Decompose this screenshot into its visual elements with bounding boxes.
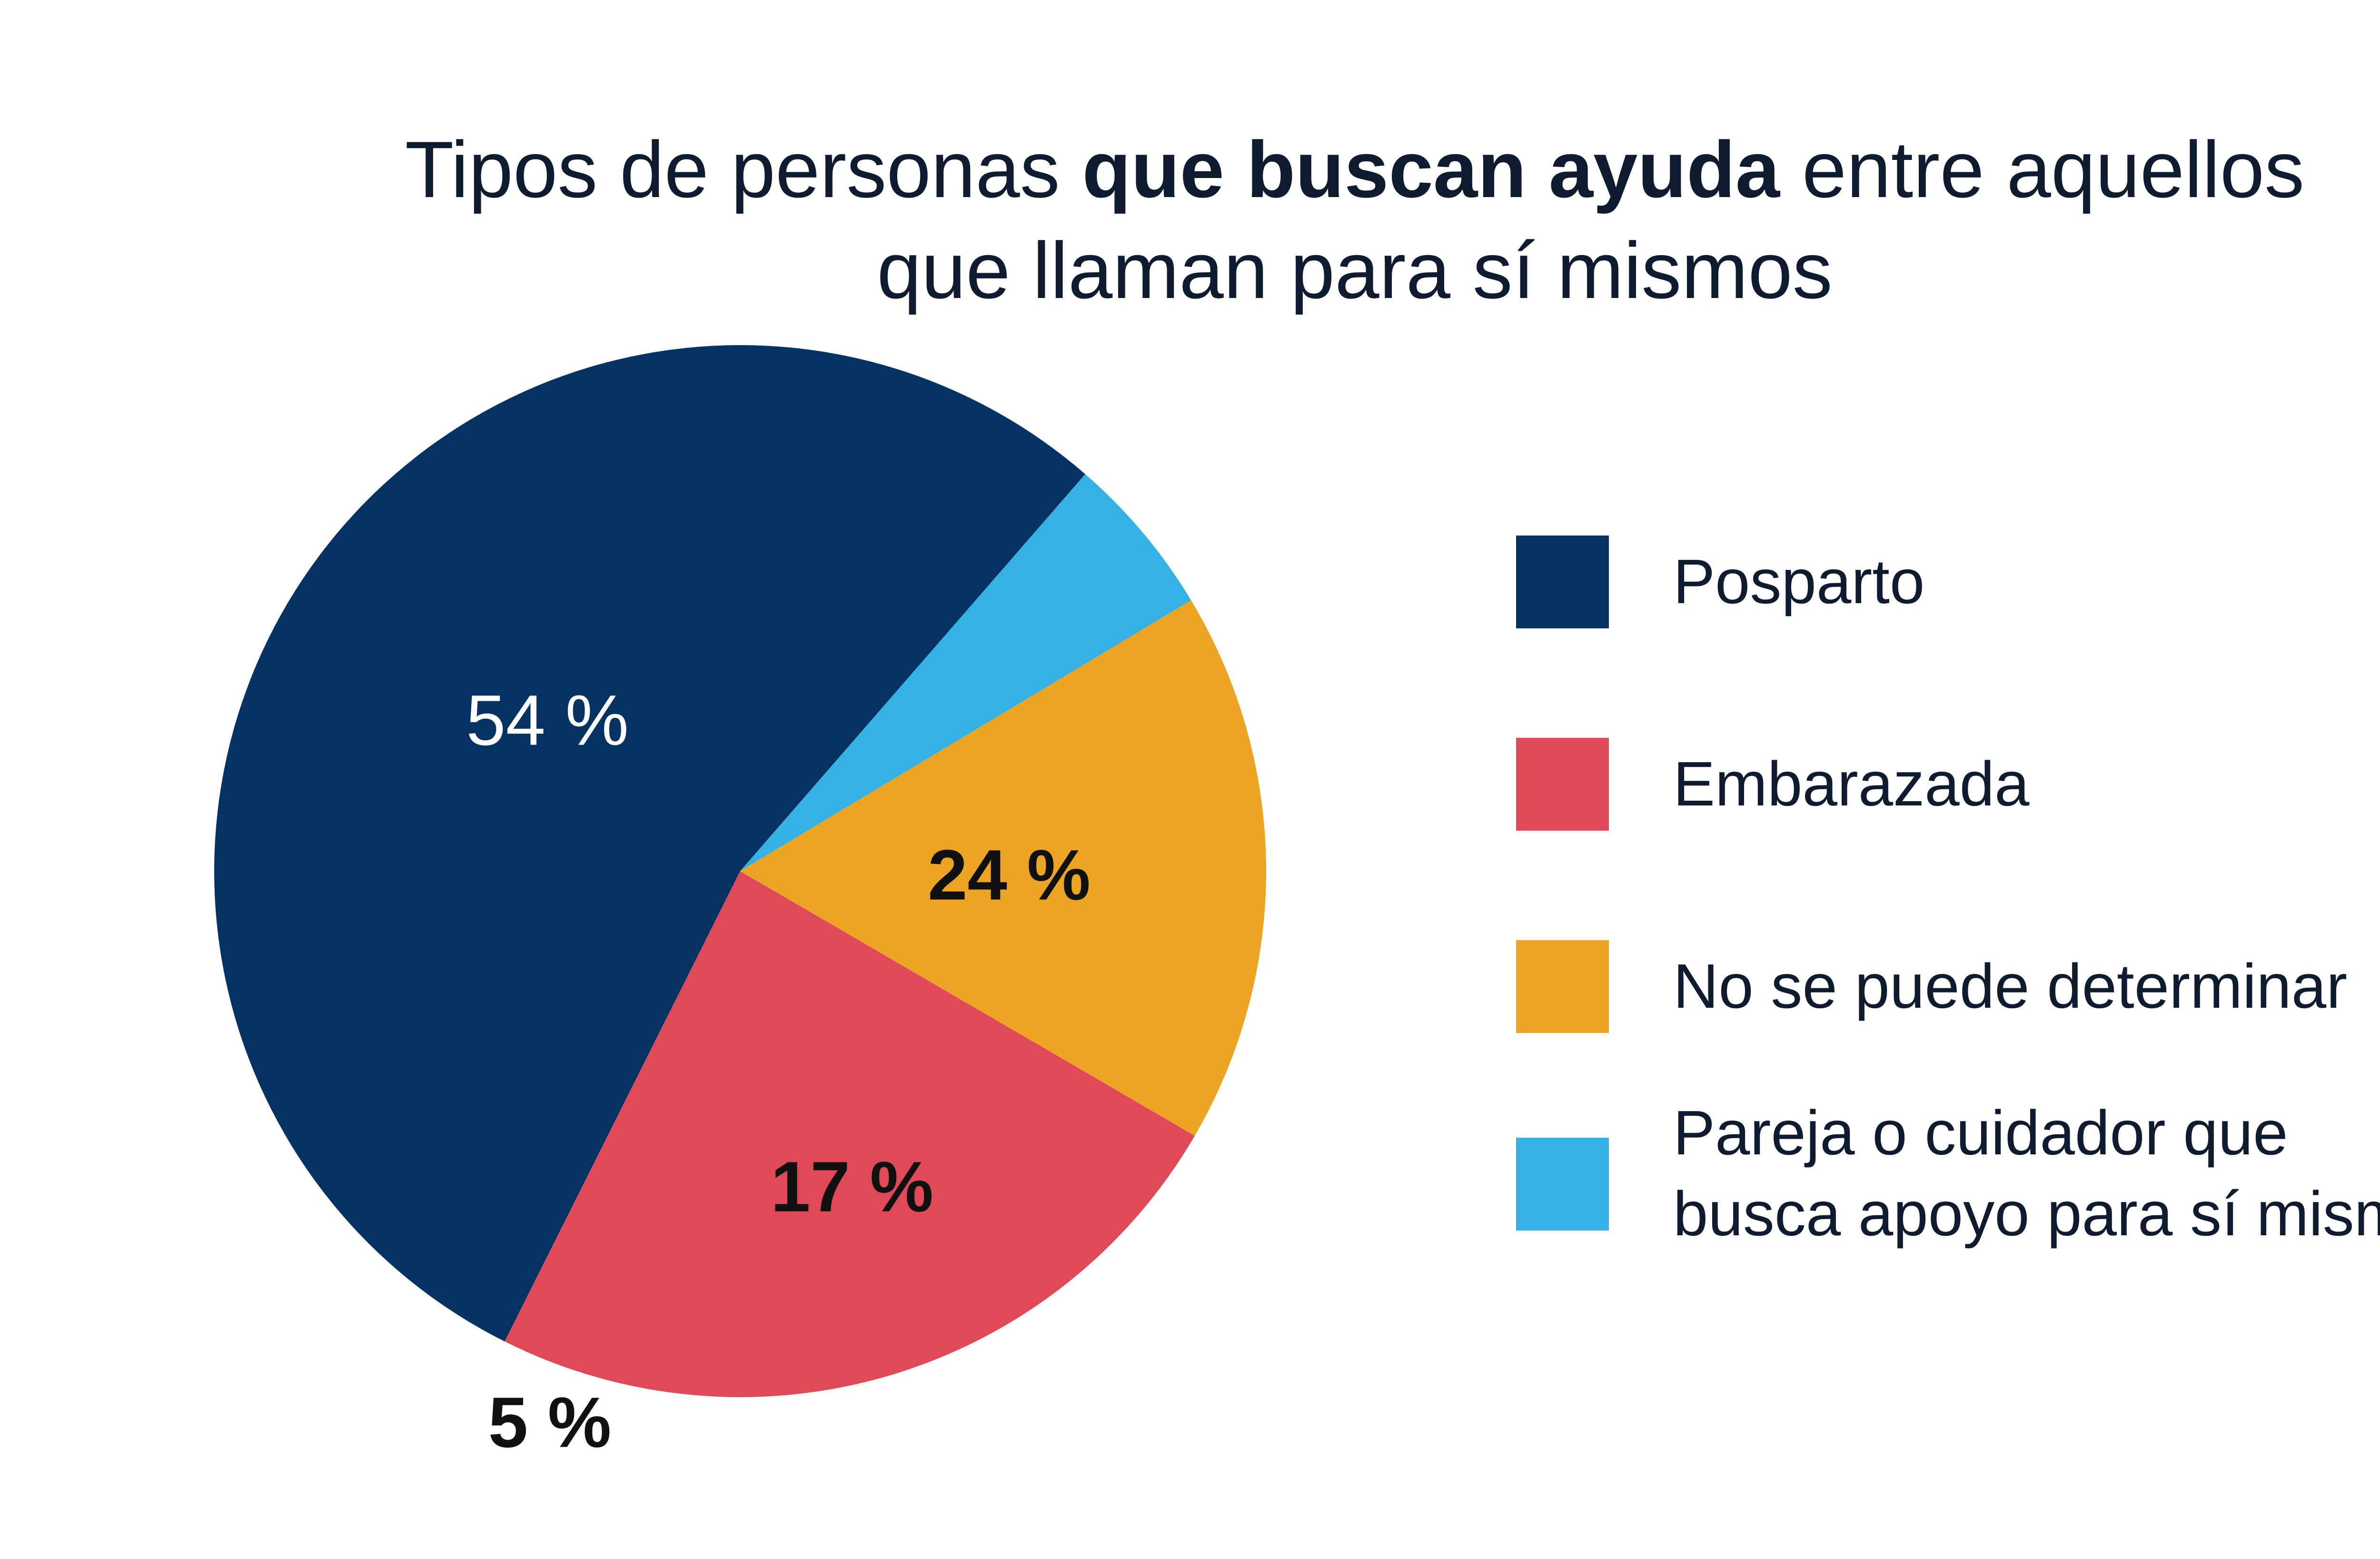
slice-value-label: 17 %: [771, 1147, 933, 1227]
slice-value-label: 5 %: [488, 1382, 611, 1462]
chart-title: Tipos de personas que buscan ayuda entre…: [0, 119, 2380, 321]
chart-title-part: que buscan ayuda: [1082, 125, 1780, 214]
legend-swatch: [1516, 940, 1609, 1033]
pie-slice-2: [505, 871, 1195, 1397]
slice-value-label: 54 %: [466, 680, 629, 760]
legend-label: Embarazada: [1673, 749, 2030, 819]
chart-title-part: Tipos de personas: [405, 125, 1082, 214]
pie-slice-4: [740, 474, 1191, 871]
pie-slice-1: [214, 345, 1085, 1342]
chart-title-part: entre aquellos: [1780, 125, 2305, 214]
legend-swatch: [1516, 738, 1609, 831]
legend-label: No se puede determinar: [1673, 951, 2348, 1021]
legend-label: Pareja o cuidador que busca apoyo para sí…: [1673, 1098, 2380, 1249]
chart-title-part: que llaman para sí mismos: [877, 226, 1833, 315]
slice-value-label: 24 %: [928, 835, 1091, 915]
pie-slice-3: [740, 600, 1266, 1136]
legend-swatch: [1516, 536, 1609, 628]
legend-label: Posparto: [1673, 546, 1925, 616]
legend-swatch: [1516, 1138, 1609, 1231]
